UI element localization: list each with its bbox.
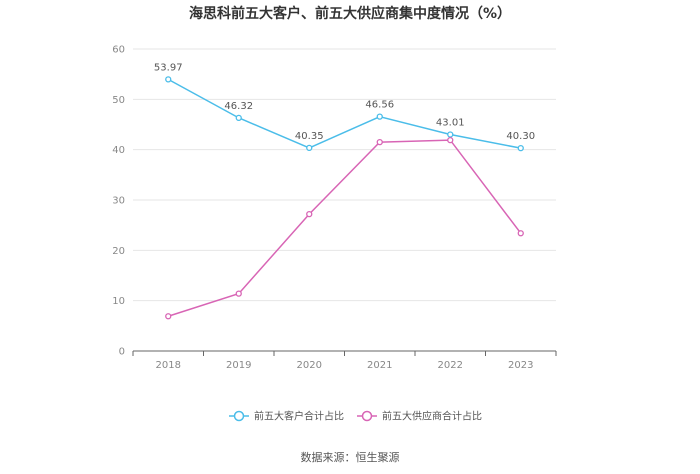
data-point	[517, 145, 524, 152]
legend-label: 前五大供应商合计占比	[382, 410, 482, 423]
x-tick-label: 2021	[367, 360, 392, 371]
y-tick-label: 20	[112, 246, 125, 257]
x-tick-label: 2023	[508, 360, 533, 371]
series-1: 53.97 46.32 40.35 46.56 43.01 40.30	[154, 62, 535, 152]
data-point	[235, 114, 242, 122]
legend-label: 前五大客户合计占比	[254, 410, 344, 423]
legend-marker	[233, 410, 245, 422]
data-point	[376, 138, 383, 146]
data-label: 53.97	[154, 62, 183, 73]
x-tick-label: 2018	[156, 360, 181, 371]
legend-item-2[interactable]: 前五大供应商合计占比	[357, 410, 482, 423]
y-tick-label: 50	[112, 95, 125, 106]
data-point	[165, 76, 172, 83]
data-point	[306, 144, 313, 152]
y-tick-label: 40	[112, 145, 125, 156]
chart-title: 海思科前五大客户、前五大供应商集中度情况（%）	[189, 5, 511, 22]
data-point	[306, 210, 313, 218]
series-line	[168, 139, 522, 317]
series-layer: 53.97 46.32 40.35 46.56 43.01 40.30	[154, 62, 535, 320]
y-tick-label: 60	[112, 45, 125, 56]
data-label: 43.01	[436, 118, 465, 129]
data-label: 46.56	[365, 100, 394, 111]
y-tick-label: 10	[112, 296, 125, 307]
series-2	[165, 136, 524, 320]
legend-item-1[interactable]: 前五大客户合计占比	[229, 410, 344, 423]
x-tick-label: 2020	[297, 360, 322, 371]
data-point	[235, 290, 242, 297]
source-text: 数据来源：恒生聚源	[301, 450, 400, 464]
y-tick-label: 0	[119, 347, 125, 358]
grid	[133, 48, 556, 302]
legend: 前五大客户合计占比 前五大供应商合计占比	[229, 410, 482, 423]
data-point	[447, 131, 454, 138]
data-point	[517, 230, 524, 237]
x-tick-label: 2022	[438, 360, 463, 371]
data-label: 40.30	[506, 131, 535, 142]
data-point	[165, 313, 172, 320]
x-axis: 2018 2019 2020 2021 2022 2023	[132, 350, 557, 371]
data-point	[376, 113, 383, 120]
series-line	[167, 78, 521, 149]
data-label: 40.35	[295, 131, 324, 142]
y-axis: 0 10 20 30 40 50 60	[112, 45, 125, 358]
data-label: 46.32	[224, 101, 253, 112]
x-tick-label: 2019	[226, 360, 251, 371]
legend-marker	[361, 410, 373, 422]
data-point	[447, 136, 454, 144]
y-tick-label: 30	[112, 196, 125, 207]
